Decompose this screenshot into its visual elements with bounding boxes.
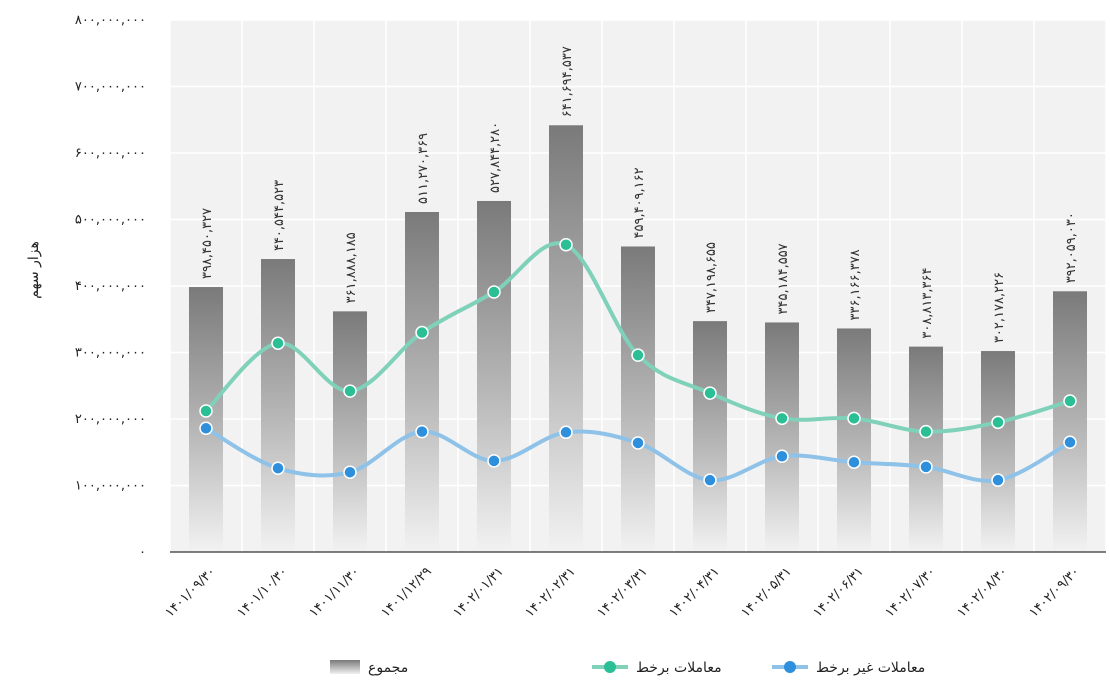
- y-tick-label: ۱۰۰,۰۰۰,۰۰۰: [75, 479, 146, 494]
- bar-data-label: ۳۰۸,۸۱۳,۳۶۴: [920, 268, 935, 339]
- bar: [693, 321, 727, 552]
- bar: [261, 259, 295, 552]
- y-tick-label: ۰: [139, 545, 146, 560]
- bar-data-label: ۴۴۰,۵۴۴,۵۲۳: [272, 180, 287, 251]
- bar: [621, 246, 655, 552]
- point-offline: [487, 454, 501, 468]
- y-axis-title: هزار سهم: [26, 241, 42, 299]
- point-offline: [199, 421, 213, 436]
- bar: [837, 328, 871, 552]
- bar-data-label: ۳۶۱,۸۸۸,۱۸۵: [344, 232, 359, 303]
- x-tick-label: ۱۴۰۱/۱۲/۲۹: [379, 564, 435, 620]
- x-tick-label: ۱۴۰۲/۰۷/۳۰: [883, 564, 939, 620]
- x-tick-label: ۱۴۰۱/۰۹/۳۰: [163, 564, 219, 620]
- x-tick-label: ۱۴۰۱/۱۱/۳۰: [307, 564, 363, 620]
- y-tick-label: ۸۰۰,۰۰۰,۰۰۰: [75, 13, 146, 28]
- point-online: [919, 424, 933, 439]
- point-offline: [991, 473, 1005, 487]
- point-online: [631, 348, 645, 362]
- legend-marker-online: [604, 661, 616, 673]
- point-online: [1063, 394, 1077, 408]
- bar: [477, 200, 511, 552]
- point-online: [271, 336, 285, 350]
- point-online: [559, 238, 573, 252]
- legend-marker-offline: [784, 661, 796, 673]
- bar-data-label: ۳۹۸,۴۵۰,۳۲۷: [200, 208, 215, 279]
- bar: [765, 322, 799, 552]
- bar-data-label: ۵۱۱,۲۷۰,۳۶۹: [416, 133, 431, 204]
- point-online: [415, 325, 429, 340]
- point-online: [703, 386, 717, 400]
- x-tick-label: ۱۴۰۲/۰۶/۳۱: [811, 564, 867, 620]
- y-tick-label: ۳۰۰,۰۰۰,۰۰۰: [75, 346, 146, 361]
- bar-data-label: ۶۴۱,۶۹۴,۵۳۷: [560, 46, 575, 117]
- x-tick-label: ۱۴۰۲/۰۳/۳۱: [595, 564, 651, 620]
- point-online: [847, 411, 861, 426]
- x-tick-label: ۱۴۰۲/۰۵/۳۱: [739, 564, 795, 620]
- bar-data-label: ۳۴۷,۱۹۸,۶۵۵: [704, 242, 719, 313]
- point-offline: [775, 449, 789, 463]
- bar-series-total: [189, 125, 1087, 553]
- point-offline: [559, 425, 573, 440]
- bar-data-label: ۴۵۹,۴۰۹,۱۶۲: [632, 167, 647, 238]
- x-tick-label: ۱۴۰۱/۱۰/۳۰: [235, 564, 291, 620]
- x-tick-label: ۱۴۰۲/۰۱/۳۱: [451, 564, 507, 620]
- point-offline: [703, 473, 717, 487]
- legend-swatch-total: [330, 660, 360, 674]
- data-labels: ۳۹۸,۴۵۰,۳۲۷ ۴۴۰,۵۴۴,۵۲۳ ۳۶۱,۸۸۸,۱۸۵ ۵۱۱,۲۷۰…: [200, 46, 1079, 343]
- bar-data-label: ۳۰۲,۱۷۸,۲۲۶: [992, 272, 1007, 343]
- legend: مجموع معاملات برخط معاملات غیر برخط: [330, 660, 925, 676]
- x-tick-label: ۱۴۰۲/۰۹/۳۰: [1027, 564, 1083, 620]
- bar-data-label: ۳۳۶,۱۶۶,۳۷۸: [848, 249, 863, 320]
- bar: [981, 351, 1015, 552]
- bar-data-label: ۳۴۵,۱۸۴,۵۵۷: [776, 243, 791, 314]
- bar: [909, 346, 943, 552]
- bar: [1053, 291, 1087, 552]
- point-online: [991, 415, 1005, 430]
- point-offline: [343, 465, 357, 479]
- y-tick-label: ۶۰۰,۰۰۰,۰۰۰: [75, 146, 146, 161]
- point-online: [775, 411, 789, 426]
- y-tick-label: ۲۰۰,۰۰۰,۰۰۰: [75, 412, 146, 427]
- point-offline: [847, 455, 861, 469]
- point-offline: [415, 424, 429, 439]
- bar-data-label: ۳۹۲,۰۵۹,۰۳۰: [1064, 212, 1079, 283]
- point-online: [487, 285, 501, 299]
- x-tick-label: ۱۴۰۲/۰۴/۳۱: [667, 564, 723, 620]
- y-tick-label: ۴۰۰,۰۰۰,۰۰۰: [75, 279, 146, 294]
- legend-label-online: معاملات برخط: [636, 660, 722, 676]
- bar: [333, 311, 367, 552]
- x-tick-label: ۱۴۰۲/۰۲/۳۱: [523, 564, 579, 620]
- line-series: [199, 238, 1077, 487]
- point-offline: [1063, 435, 1077, 450]
- bar: [405, 212, 439, 553]
- point-offline: [271, 461, 285, 475]
- legend-label-offline: معاملات غیر برخط: [816, 660, 925, 676]
- point-offline: [631, 436, 645, 450]
- legend-label-total: مجموع: [368, 660, 408, 676]
- point-offline: [919, 460, 933, 474]
- bar: [549, 125, 583, 552]
- x-tick-label: ۱۴۰۲/۰۸/۳۰: [955, 564, 1011, 620]
- gridlines: [169, 19, 1107, 552]
- point-online: [199, 404, 213, 418]
- bar: [189, 287, 223, 552]
- bar-data-label: ۵۲۷,۸۴۴,۲۸۰: [488, 122, 503, 193]
- point-online: [343, 384, 357, 398]
- y-tick-label: ۷۰۰,۰۰۰,۰۰۰: [75, 80, 146, 95]
- y-tick-label: ۵۰۰,۰۰۰,۰۰۰: [75, 213, 146, 228]
